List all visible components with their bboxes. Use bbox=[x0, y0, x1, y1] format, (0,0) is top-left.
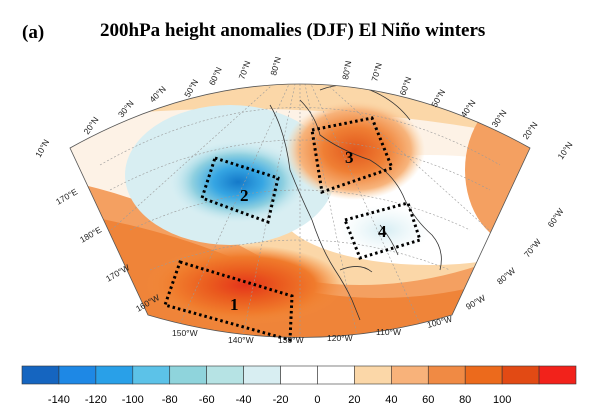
colorbar-tick-label: -100 bbox=[122, 394, 144, 406]
graticule bbox=[99, 84, 501, 338]
region-box-2 bbox=[200, 156, 280, 224]
panel-label: (a) bbox=[22, 22, 45, 43]
lon-label: 150°W bbox=[172, 328, 198, 338]
colorbar-cell bbox=[427, 365, 466, 385]
colorbar-cell bbox=[280, 365, 318, 385]
lon-label: 110°W bbox=[376, 327, 401, 337]
region-label-4: 4 bbox=[378, 222, 387, 241]
colorbar-cell bbox=[354, 365, 392, 385]
map-sector-outline bbox=[69, 83, 531, 338]
region-label-3: 3 bbox=[345, 148, 354, 167]
colorbar-tick-label: 80 bbox=[459, 394, 471, 406]
anomaly-center-1 bbox=[145, 245, 345, 325]
colorbar-tick-label: 0 bbox=[314, 394, 320, 406]
colorbar-tick-label: -140 bbox=[48, 394, 70, 406]
lon-label: 140°W bbox=[228, 335, 254, 345]
colorbar-cell bbox=[169, 365, 207, 385]
colorbar-tick-label: -60 bbox=[199, 394, 215, 406]
colorbar-tick-label: 60 bbox=[422, 394, 434, 406]
colorbar-tick-label: -20 bbox=[273, 394, 289, 406]
colorbar-cell bbox=[58, 365, 97, 385]
lat-label: 80°N bbox=[268, 56, 283, 77]
lat-label: 80°N bbox=[340, 60, 353, 80]
region-box-1 bbox=[163, 260, 294, 342]
colorbar-tick-label: 20 bbox=[348, 394, 360, 406]
colorbar-cell bbox=[95, 365, 134, 385]
region-label-2: 2 bbox=[240, 186, 249, 205]
lat-label: 70°N bbox=[369, 62, 384, 83]
colorbar-cells bbox=[21, 365, 577, 385]
colorbar-cell bbox=[317, 365, 355, 385]
colorbar-cell bbox=[21, 365, 60, 385]
region-label-1: 1 bbox=[230, 295, 239, 314]
colorbar-tick-label: -40 bbox=[236, 394, 252, 406]
colorbar-cell bbox=[464, 365, 503, 385]
map-title: 200hPa height anomalies (DJF) El Niño wi… bbox=[100, 20, 486, 41]
colorbar-cell bbox=[391, 365, 429, 385]
anomaly-center-3 bbox=[285, 100, 425, 200]
colorbar-tick-labels: -140 -120 -100 -80 -60 -40 -20 0 20 40 60 80 100 bbox=[48, 394, 511, 406]
colorbar-cell bbox=[538, 365, 577, 385]
colorbar-tick-label: 100 bbox=[493, 394, 511, 406]
colorbar-cell bbox=[132, 365, 171, 385]
region-box-3 bbox=[310, 116, 394, 194]
colorbar-cell bbox=[501, 365, 540, 385]
colorbar-cell bbox=[243, 365, 281, 385]
colorbar-tick-label: -120 bbox=[85, 394, 107, 406]
lon-label: 120°W bbox=[327, 333, 353, 343]
anomaly-map: 1 2 3 4 10°N 20°N 30°N 40°N 50°N 60°N 70… bbox=[33, 56, 574, 345]
colorbar-cell bbox=[206, 365, 244, 385]
lon-label: 130°W bbox=[278, 335, 304, 345]
colorbar-tick-label: -80 bbox=[162, 394, 178, 406]
colorbar-tick-label: 40 bbox=[385, 394, 397, 406]
